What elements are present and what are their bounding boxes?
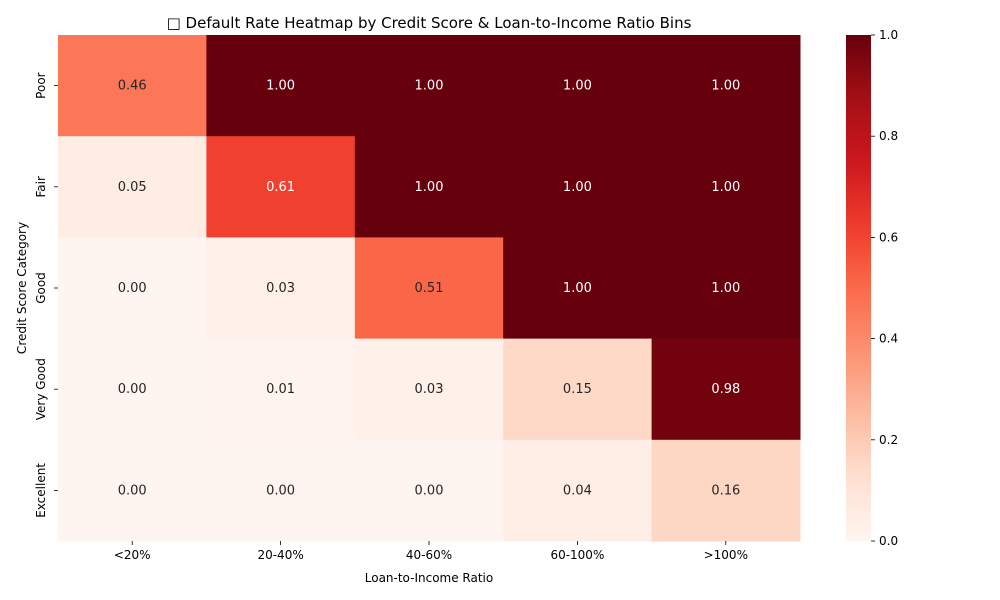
y-tick-label: Very Good [34,358,48,420]
y-tick-label: Good [34,272,48,304]
x-tick-label: <20% [114,548,151,562]
cell-value-label: 0.61 [266,180,295,195]
cell-value-label: 0.03 [415,382,444,397]
cell-value-label: 0.46 [118,79,147,94]
x-axis-ticks: <20% 20-40% 40-60% 60-100% >100% [114,541,748,562]
heatmap-cell [354,237,504,340]
colorbar: 0.0 0.2 0.4 0.6 0.8 1.0 [846,28,898,548]
heatmap-cell [503,35,653,137]
cell-value-label: 1.00 [415,79,444,94]
y-tick-label: Fair [34,176,48,197]
colorbar-tick-label: 0.8 [879,129,898,143]
heatmap-cell [651,237,801,340]
cell-value-label: 0.00 [266,483,295,498]
cell-value-label: 0.04 [563,483,592,498]
heatmap-cell [503,439,653,542]
heatmap-cells: 0.46 1.00 1.00 1.00 1.00 0.05 0.61 1.00 1.00 1.00… [58,35,801,542]
colorbar-tick-label: 0.4 [879,332,898,346]
heatmap-cell [354,338,504,441]
heatmap-cell [206,439,356,542]
x-tick-label: >100% [704,548,748,562]
heatmap-cell [503,237,653,340]
y-tick-label: Excellent [34,463,48,518]
x-tick-label: 60-100% [550,548,604,562]
y-axis-ticks: Poor Fair Good Very Good Excellent [34,72,58,518]
heatmap-cell [354,439,504,542]
heatmap-cell [206,136,356,238]
heatmap-cell [58,237,207,340]
heatmap-cell [58,35,207,137]
heatmap-cell [651,338,801,441]
cell-value-label: 0.16 [711,483,740,498]
colorbar-tick-label: 1.0 [879,28,898,42]
x-tick-label: 20-40% [257,548,303,562]
heatmap-cell [354,35,504,137]
cell-value-label: 1.00 [563,79,592,94]
x-tick-label: 40-60% [406,548,452,562]
cell-value-label: 0.00 [118,281,147,296]
cell-value-label: 0.00 [118,483,147,498]
heatmap-cell [206,338,356,441]
colorbar-tick-label: 0.0 [879,534,898,548]
x-axis-label: Loan-to-Income Ratio [365,571,493,585]
cell-value-label: 0.00 [415,483,444,498]
cell-value-label: 0.01 [266,382,295,397]
heatmap-cell [354,136,504,238]
heatmap-cell [651,439,801,542]
cell-value-label: 0.98 [711,382,740,397]
heatmap-cell [503,136,653,238]
chart-title: □ Default Rate Heatmap by Credit Score &… [167,14,692,32]
heatmap-cell [58,338,207,441]
cell-value-label: 0.05 [118,180,147,195]
cell-value-label: 1.00 [266,79,295,94]
cell-value-label: 1.00 [563,281,592,296]
cell-value-label: 0.51 [415,281,444,296]
cell-value-label: 1.00 [415,180,444,195]
y-tick-label: Poor [34,72,48,98]
heatmap-cell [651,35,801,137]
cell-value-label: 1.00 [563,180,592,195]
colorbar-tick-label: 0.6 [879,230,898,244]
heatmap-cell [206,35,356,137]
cell-value-label: 0.00 [118,382,147,397]
heatmap-cell [651,136,801,238]
cell-value-label: 1.00 [711,79,740,94]
colorbar-tick-label: 0.2 [879,433,898,447]
heatmap-cell [206,237,356,340]
cell-value-label: 0.03 [266,281,295,296]
cell-value-label: 1.00 [711,281,740,296]
heatmap-cell [58,439,207,542]
cell-value-label: 1.00 [711,180,740,195]
heatmap-cell [58,136,207,238]
y-axis-label: Credit Score Category [15,222,29,354]
cell-value-label: 0.15 [563,382,592,397]
colorbar-gradient [846,35,871,541]
heatmap-cell [503,338,653,441]
